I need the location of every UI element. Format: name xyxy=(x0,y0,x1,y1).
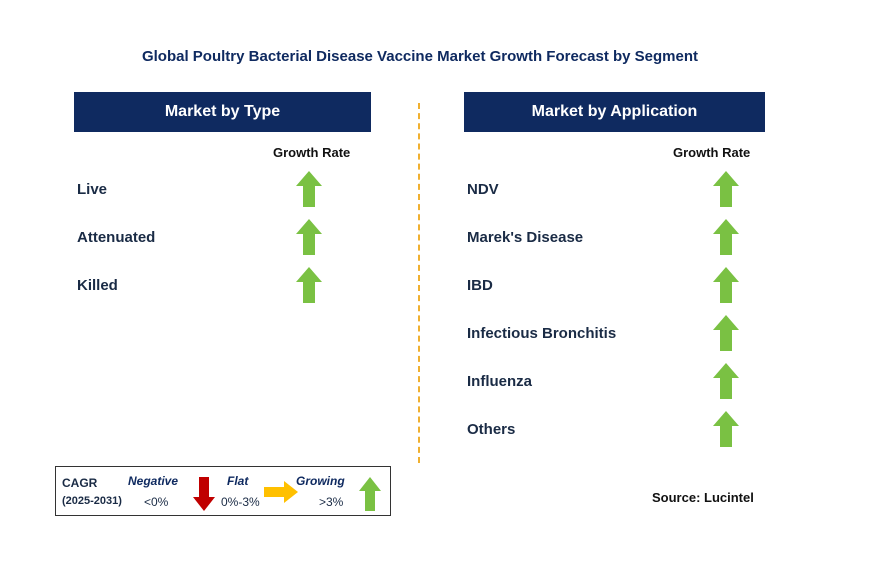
up-arrow-icon xyxy=(296,267,322,303)
up-arrow-icon xyxy=(713,219,739,255)
up-arrow-icon xyxy=(713,363,739,399)
type-growth-rate-header: Growth Rate xyxy=(273,145,351,160)
up-arrow-icon xyxy=(296,171,322,207)
chart-title: Global Poultry Bacterial Disease Vaccine… xyxy=(141,48,699,65)
legend-growing-label: Growing xyxy=(296,474,345,488)
source-label: Source: Lucintel xyxy=(652,490,754,505)
legend-flat-range: 0%-3% xyxy=(221,495,260,509)
legend-period: (2025-2031) xyxy=(62,495,122,507)
up-arrow-icon xyxy=(713,171,739,207)
panel-divider xyxy=(418,103,420,463)
segment-label: Influenza xyxy=(467,373,533,390)
segment-row-infectious-bronchitis: Infectious Bronchitis xyxy=(467,315,743,355)
up-arrow-icon xyxy=(713,315,739,351)
up-arrow-icon xyxy=(359,477,381,511)
legend-flat-label: Flat xyxy=(227,474,249,488)
segment-label: Attenuated xyxy=(77,229,156,246)
segment-row-killed: Killed xyxy=(77,267,326,307)
segment-label: Live xyxy=(77,181,108,198)
segment-row-attenuated: Attenuated xyxy=(77,219,326,259)
segment-row-live: Live xyxy=(77,171,326,211)
segment-label: Others xyxy=(467,421,516,438)
legend-cagr-label: CAGR xyxy=(62,476,98,490)
up-arrow-icon xyxy=(713,267,739,303)
down-arrow-icon xyxy=(193,477,215,511)
segment-label: Marek's Disease xyxy=(467,229,584,246)
segment-label: NDV xyxy=(467,181,499,198)
segment-row-ndv: NDV xyxy=(467,171,743,211)
legend-negative-range: <0% xyxy=(144,495,169,509)
segment-row-others: Others xyxy=(467,411,743,451)
segment-label: Killed xyxy=(77,277,118,294)
application-growth-rate-header: Growth Rate xyxy=(673,145,751,160)
up-arrow-icon xyxy=(296,219,322,255)
segment-label: IBD xyxy=(467,277,493,294)
cagr-legend: CAGR (2025-2031) Negative <0% Flat 0%-3%… xyxy=(55,466,391,516)
segment-row-ibd: IBD xyxy=(467,267,743,307)
segment-label: Infectious Bronchitis xyxy=(467,325,617,342)
right-arrow-icon xyxy=(264,481,298,503)
legend-negative-label: Negative xyxy=(128,474,179,488)
legend-growing-range: >3% xyxy=(319,495,344,509)
market-by-type-header: Market by Type xyxy=(74,92,371,132)
segment-row-influenza: Influenza xyxy=(467,363,743,403)
market-by-application-header: Market by Application xyxy=(464,92,765,132)
segment-row-marek-s-disease: Marek's Disease xyxy=(467,219,743,259)
up-arrow-icon xyxy=(713,411,739,447)
